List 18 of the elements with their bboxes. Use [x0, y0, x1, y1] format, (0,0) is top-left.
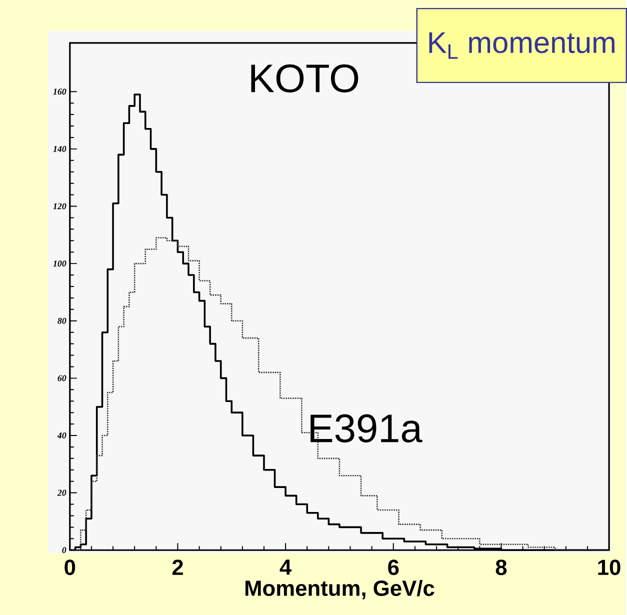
series-label: E391a — [310, 414, 422, 442]
text: KOTO — [251, 64, 358, 93]
x-tick-label: 10 — [598, 560, 620, 576]
y-tick-label: 0 — [62, 547, 66, 554]
y-tick-label: 80 — [58, 318, 66, 324]
chart-title: K$_{L}$ momentum — [429, 32, 614, 59]
y-tick-label: 140 — [53, 146, 66, 152]
y-tick-label: 120 — [53, 203, 66, 210]
y-tick-label: 40 — [57, 432, 66, 439]
y-tick-label: 20 — [57, 490, 66, 496]
x-axis-title: Momentum, GeV/c — [245, 580, 434, 600]
y-tick-label: 100 — [53, 260, 66, 267]
y-tick-label: 160 — [53, 88, 66, 95]
y-tick-label: 60 — [58, 375, 66, 382]
x-tick-label: 2 — [172, 560, 183, 575]
x-tick-label: 8 — [496, 560, 507, 576]
x-tick-label: 6 — [388, 560, 399, 576]
x-tick-label: 4 — [280, 560, 292, 575]
